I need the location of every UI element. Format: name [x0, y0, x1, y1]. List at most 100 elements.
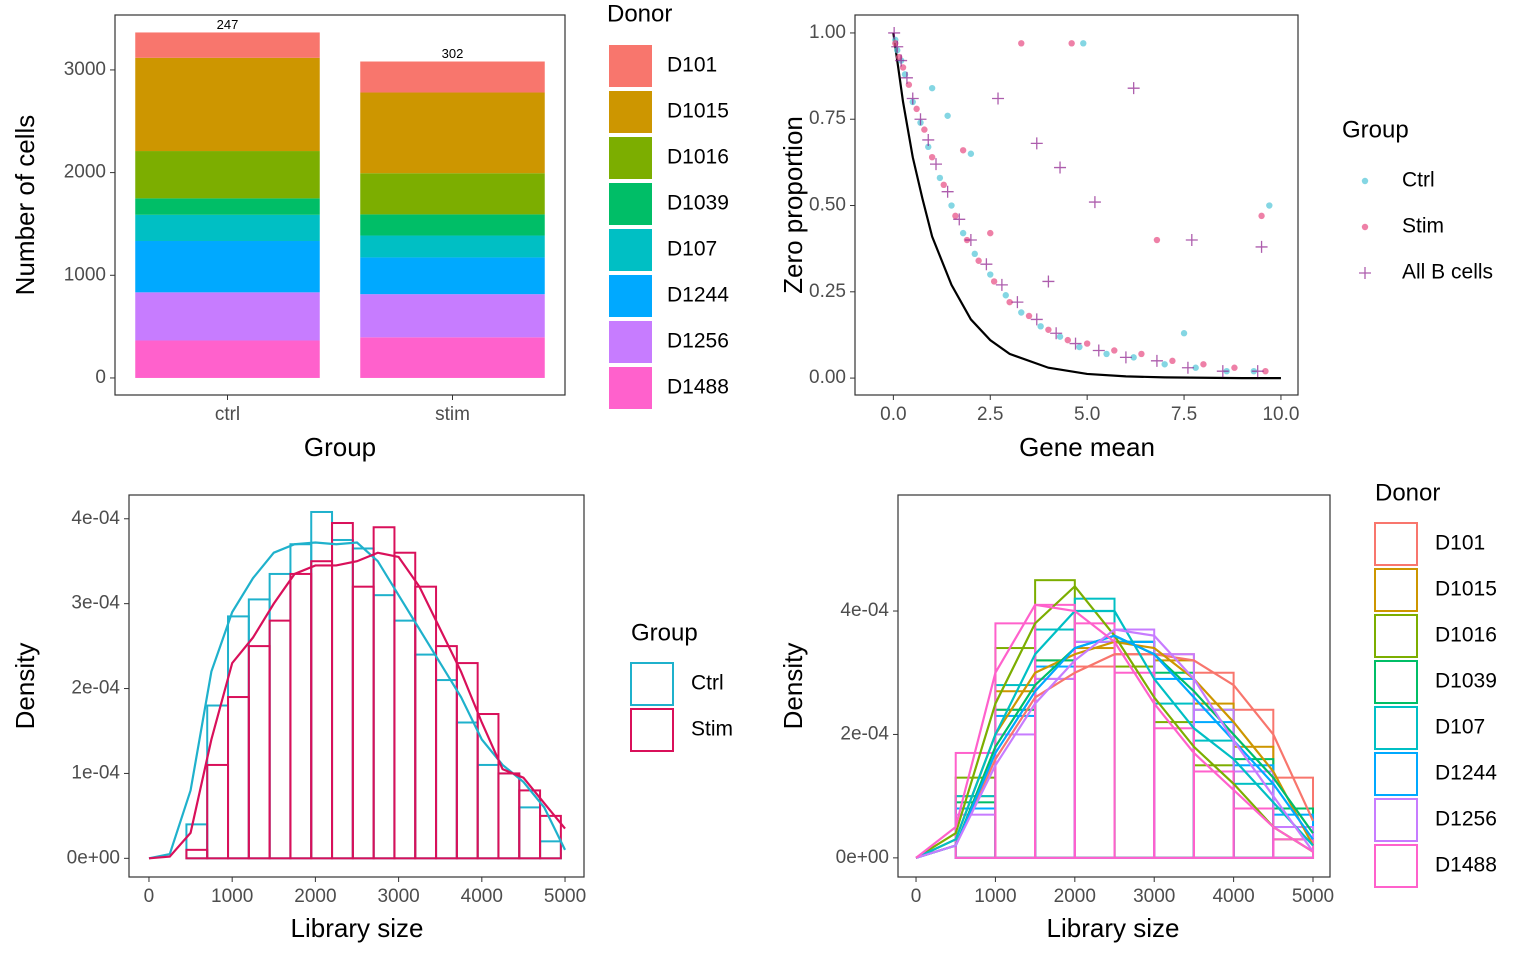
- x-tick-label: 2000: [1054, 886, 1096, 907]
- point: [1030, 137, 1043, 150]
- legend-label: D1016: [667, 146, 729, 169]
- density-curve: [915, 634, 1314, 859]
- x-tick-label: 10.0: [1262, 404, 1299, 425]
- legend-label: D107: [1435, 716, 1485, 739]
- point: [1231, 364, 1238, 371]
- bar-segment: [135, 340, 320, 378]
- histogram-bar: [1073, 647, 1116, 859]
- point: [1018, 40, 1025, 47]
- legend-swatch: [609, 91, 652, 133]
- legend-swatch: [609, 229, 652, 271]
- histogram-bar: [1272, 776, 1315, 859]
- x-tick-label: 3000: [377, 886, 419, 907]
- histogram-bar: [435, 645, 458, 860]
- point: [1088, 196, 1101, 209]
- point: [1200, 361, 1207, 368]
- panel-border: [854, 14, 1299, 396]
- point: [1045, 326, 1052, 333]
- histogram-bar: [1232, 807, 1275, 859]
- legend-swatch: [1374, 568, 1418, 612]
- point: [1185, 234, 1198, 247]
- histogram-bar: [1113, 628, 1156, 859]
- point: [967, 150, 975, 157]
- point: [921, 126, 928, 133]
- density-curve: [915, 609, 1314, 859]
- bar-segment: [135, 57, 320, 152]
- point: [995, 278, 1008, 291]
- point: [1153, 236, 1161, 244]
- point: [1018, 309, 1025, 316]
- histogram-bar: [1034, 659, 1076, 859]
- x-tick-label: 2.5: [977, 404, 1003, 425]
- y-tick-label: 4e-04: [840, 600, 889, 621]
- bar-segment: [360, 235, 545, 258]
- point: [1103, 350, 1110, 358]
- histogram-bar: [1153, 671, 1195, 859]
- y-tick-label: 0.75: [809, 108, 846, 129]
- y-tick-label: 0.50: [809, 195, 846, 216]
- point: [1258, 212, 1265, 220]
- y-tick-label: 1000: [64, 264, 106, 285]
- x-tick-label: ctrl: [215, 404, 240, 425]
- x-tick-label: 4000: [461, 886, 503, 907]
- legend-label: Ctrl: [691, 672, 724, 695]
- point: [1050, 327, 1063, 340]
- y-tick-label: 0e+00: [836, 847, 889, 868]
- legend-swatch: [630, 708, 674, 752]
- legend-marker: [1359, 267, 1371, 279]
- histogram-bar: [994, 733, 1037, 859]
- point: [913, 105, 920, 113]
- bar-segment: [360, 214, 545, 236]
- point: [1130, 354, 1137, 361]
- point: [1262, 367, 1269, 375]
- point: [1068, 40, 1075, 47]
- point: [1138, 350, 1145, 358]
- histogram-bar: [497, 772, 521, 860]
- y-tick-label: 0.00: [809, 367, 846, 388]
- histogram-bar: [393, 619, 417, 860]
- point: [959, 229, 967, 237]
- histogram-bar: [1113, 653, 1156, 859]
- point: [1127, 82, 1140, 95]
- legend-title: Donor: [607, 0, 672, 27]
- x-tick-label: 0.0: [880, 404, 906, 425]
- x-tick-label: 0: [144, 886, 155, 907]
- point: [888, 26, 901, 39]
- histogram-bar: [289, 572, 313, 860]
- point: [1037, 323, 1044, 330]
- legend-label: D1015: [667, 100, 729, 123]
- legend-swatch: [609, 45, 652, 87]
- x-tick-label: 1000: [211, 886, 253, 907]
- histogram-bar: [1034, 659, 1076, 859]
- histogram-bar: [206, 704, 230, 860]
- y-tick-label: 3e-04: [71, 593, 120, 614]
- legend-swatch: [1374, 706, 1418, 750]
- legend-swatch: [630, 662, 674, 706]
- point: [941, 185, 954, 198]
- bar-segment: [135, 240, 320, 293]
- point: [1119, 351, 1132, 364]
- histogram-bar: [351, 585, 375, 860]
- y-tick-label: 2000: [64, 162, 106, 183]
- point: [895, 54, 908, 67]
- point: [987, 229, 994, 237]
- point: [936, 174, 944, 182]
- point: [1251, 365, 1264, 378]
- point: [925, 143, 932, 151]
- point: [948, 202, 955, 209]
- histogram-bar: [393, 551, 417, 860]
- bar-segment: [135, 32, 320, 58]
- x-tick-label: 4000: [1212, 886, 1254, 907]
- point: [1054, 161, 1067, 174]
- y-tick-label: 4e-04: [71, 508, 120, 529]
- legend-label: D1016: [1435, 624, 1497, 647]
- histogram-bar: [185, 848, 209, 860]
- x-axis-title: Gene mean: [1019, 432, 1155, 462]
- legend-label: D1244: [1435, 762, 1497, 785]
- y-tick-label: 3000: [64, 59, 106, 80]
- point: [1150, 354, 1163, 367]
- bar-segment: [135, 214, 320, 241]
- x-tick-label: 5000: [1292, 886, 1334, 907]
- density-curve: [915, 628, 1314, 859]
- point: [1111, 347, 1118, 354]
